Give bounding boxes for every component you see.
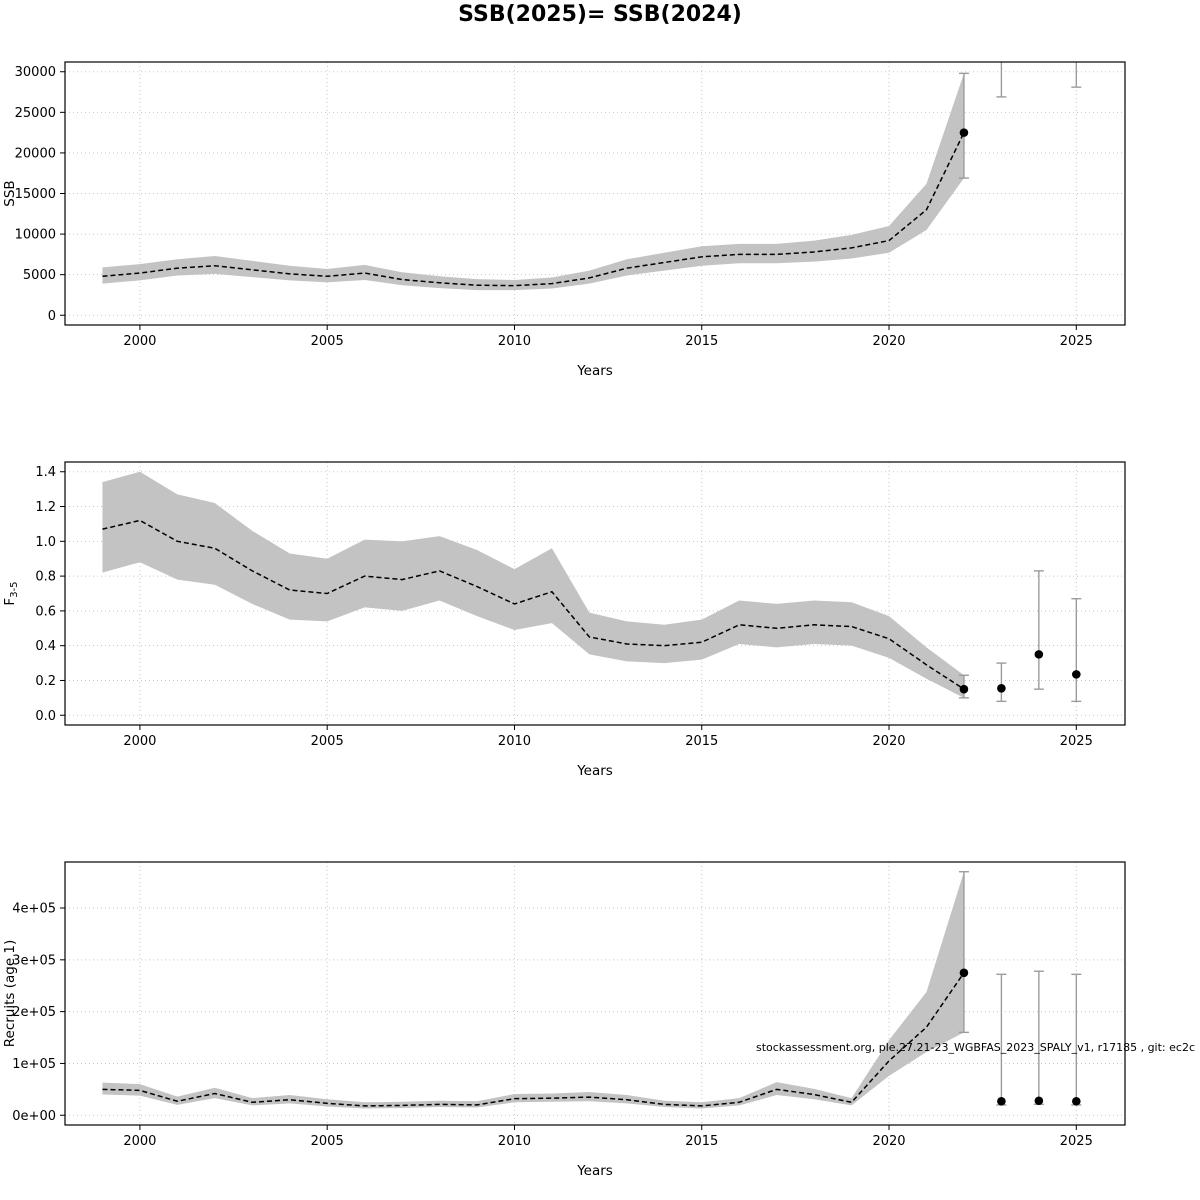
estimate-point [959,128,969,137]
error-bar [1071,598,1082,703]
estimate-point [1072,1096,1081,1106]
y-tick-label: 30000 [15,65,56,80]
figure-title: SSB(2025)= SSB(2024) [458,2,742,27]
x-tick-label: 2020 [872,734,905,749]
error-bar [1033,570,1044,690]
estimate-point [1034,1096,1044,1106]
x-tick-label: 2010 [498,1134,531,1149]
x-tick-label: 2005 [311,1134,344,1149]
y-tick-label: 20000 [15,146,56,161]
x-tick-label: 2015 [685,334,718,349]
error-bar [996,662,1007,703]
x-tick-label: 2020 [872,1134,905,1149]
x-tick-label: 2010 [498,734,531,749]
x-axis-title: Years [576,363,613,379]
y-tick-label: 1.2 [35,500,56,515]
error-bar [1071,62,1082,88]
x-tick-label: 2000 [123,734,156,749]
estimate-point [959,968,969,978]
x-tick-label: 2015 [685,734,718,749]
x-tick-label: 2025 [1060,1134,1093,1149]
watermark-text: stockassessment.org, ple.27.21-23_WGBFAS… [755,1041,1195,1054]
y-tick-label: 0.4 [35,639,56,654]
y-tick-label: 1.0 [35,535,56,550]
confidence-band [102,471,964,698]
x-axis-title: Years [576,763,613,779]
x-tick-label: 2000 [123,1134,156,1149]
estimate-line [102,972,965,1107]
y-tick-label: 3e+05 [12,953,56,968]
y-axis-title: Recruits (age 1) [2,940,18,1048]
x-tick-label: 2025 [1060,734,1093,749]
plot-border [64,861,1126,1126]
ssb-chart: 2000 2005 2010 2015 2020 2025 0 5000 10000 15000 2… [2,61,1126,379]
confidence-band [102,73,964,291]
x-tick-label: 2010 [498,334,531,349]
x-tick-label: 2005 [311,734,344,749]
y-tick-label: 15000 [15,187,56,202]
y-tick-label: 0.6 [35,604,56,619]
y-tick-label: 0.2 [35,674,56,689]
error-bar [958,72,969,179]
confidence-band [102,871,964,1109]
estimate-line [102,519,965,690]
estimate-point [1034,650,1044,659]
estimate-line [102,132,965,287]
y-tick-label: 5000 [23,268,56,283]
y-tick-label: 0 [48,309,56,324]
y-tick-label: 1.4 [35,465,56,480]
y-tick-label: 10000 [15,228,56,243]
y-tick-label: 0.0 [35,709,56,724]
y-tick-label: 2e+05 [12,1005,56,1020]
x-tick-label: 2000 [123,334,156,349]
y-tick-label: 25000 [15,106,56,121]
estimate-point [997,683,1006,693]
y-tick-label: 0.8 [35,570,56,585]
error-bar [1071,973,1082,1106]
x-tick-label: 2025 [1060,334,1093,349]
estimate-point [1072,670,1081,679]
y-tick-label: 4e+05 [12,902,56,917]
plot-border [64,461,1126,726]
y-tick-label: 0e+00 [12,1109,56,1124]
estimate-point [997,1096,1006,1106]
recruits-chart: 2000 2005 2010 2015 2020 2025 0e+00 1e+05 2e+05 3… [2,861,1126,1179]
fbar-chart: 2000 2005 2010 2015 2020 2025 0.0 0.2 0.4 0.6 0.8 1… [2,461,1126,779]
y-axis-title: F3-5 [2,581,20,605]
estimate-point [959,684,969,694]
x-axis-title: Years [576,1163,613,1179]
error-bar [996,973,1007,1106]
x-tick-label: 2020 [872,334,905,349]
error-bar [1033,970,1044,1106]
y-tick-label: 1e+05 [12,1057,56,1072]
y-axis-title: SSB [2,180,18,206]
x-tick-label: 2005 [311,334,344,349]
error-bar [958,871,969,1034]
error-bar [996,62,1007,98]
x-tick-label: 2015 [685,1134,718,1149]
